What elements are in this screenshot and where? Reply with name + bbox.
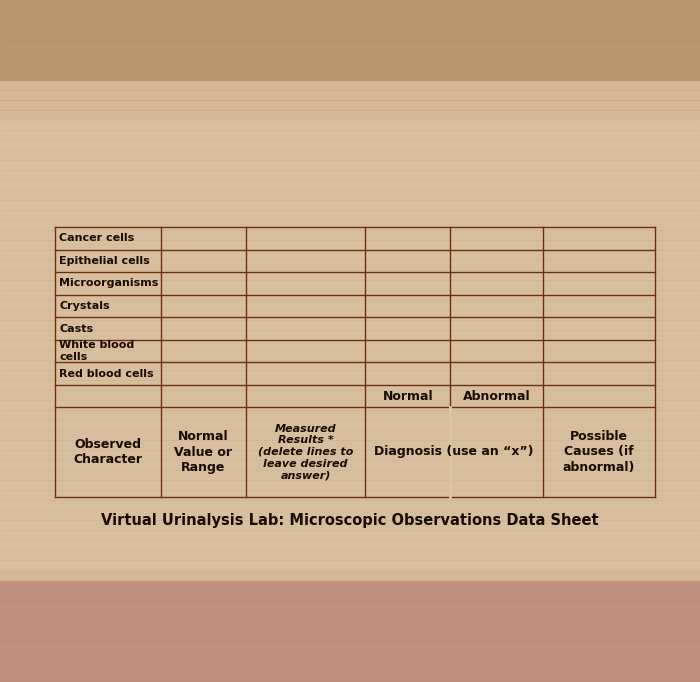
Text: Epithelial cells: Epithelial cells <box>59 256 150 266</box>
Text: Normal: Normal <box>382 389 433 402</box>
Text: Possible
Causes (if
abnormal): Possible Causes (if abnormal) <box>563 430 635 473</box>
Text: Microorganisms: Microorganisms <box>59 278 158 288</box>
Text: Measured
Results *
(delete lines to
leave desired
answer): Measured Results * (delete lines to leav… <box>258 424 354 480</box>
Text: Cancer cells: Cancer cells <box>59 233 134 243</box>
Text: Diagnosis (use an “x”): Diagnosis (use an “x”) <box>374 445 533 458</box>
Text: White blood
cells: White blood cells <box>59 340 134 362</box>
Text: Red blood cells: Red blood cells <box>59 369 153 379</box>
Text: Crystals: Crystals <box>59 301 110 311</box>
Text: Virtual Urinalysis Lab: Microscopic Observations Data Sheet: Virtual Urinalysis Lab: Microscopic Obse… <box>102 512 598 527</box>
Text: Casts: Casts <box>59 323 93 333</box>
Bar <box>0 580 700 682</box>
Text: Normal
Value or
Range: Normal Value or Range <box>174 430 232 473</box>
Bar <box>0 0 700 80</box>
Bar <box>0 0 700 580</box>
Text: Observed
Character: Observed Character <box>74 438 142 466</box>
Text: Abnormal: Abnormal <box>463 389 531 402</box>
Bar <box>0 120 700 570</box>
